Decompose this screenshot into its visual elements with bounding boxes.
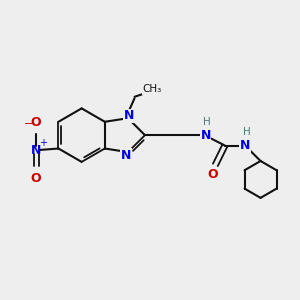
Text: O: O — [31, 172, 41, 185]
Text: CH₃: CH₃ — [142, 84, 161, 94]
Text: N: N — [240, 139, 250, 152]
Text: H: H — [203, 117, 211, 127]
Text: O: O — [31, 116, 41, 129]
Text: N: N — [200, 129, 211, 142]
Text: O: O — [208, 168, 218, 182]
Text: N: N — [120, 149, 131, 162]
Text: H: H — [243, 127, 250, 137]
Text: N: N — [123, 109, 134, 122]
Text: −: − — [24, 119, 33, 129]
Text: N: N — [31, 143, 41, 157]
Text: +: + — [39, 138, 47, 148]
